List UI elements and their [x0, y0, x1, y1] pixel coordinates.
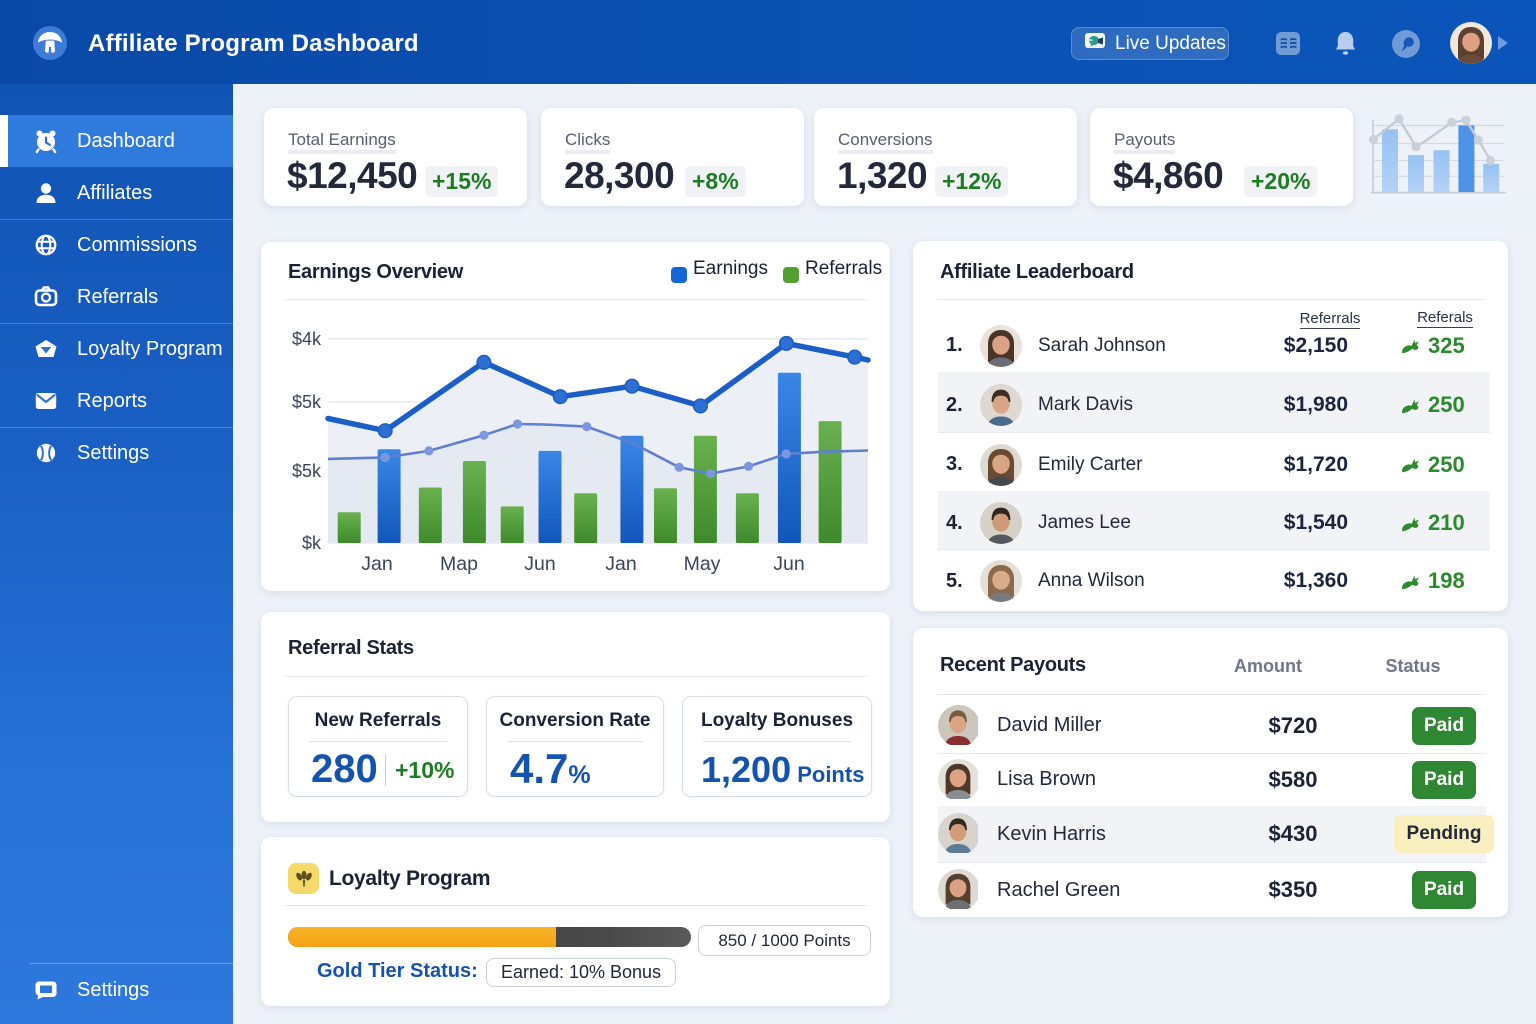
svg-text:May: May	[684, 553, 721, 575]
svg-text:Jan: Jan	[605, 553, 636, 575]
svg-text:$k: $k	[302, 533, 322, 553]
svg-text:Jun: Jun	[773, 553, 804, 575]
svg-text:$4k: $4k	[292, 329, 322, 349]
svg-text:Jun: Jun	[524, 553, 555, 575]
svg-text:$5k: $5k	[292, 392, 322, 412]
svg-text:Jan: Jan	[361, 553, 392, 575]
svg-text:Map: Map	[440, 553, 478, 575]
svg-text:$5k: $5k	[292, 461, 322, 481]
